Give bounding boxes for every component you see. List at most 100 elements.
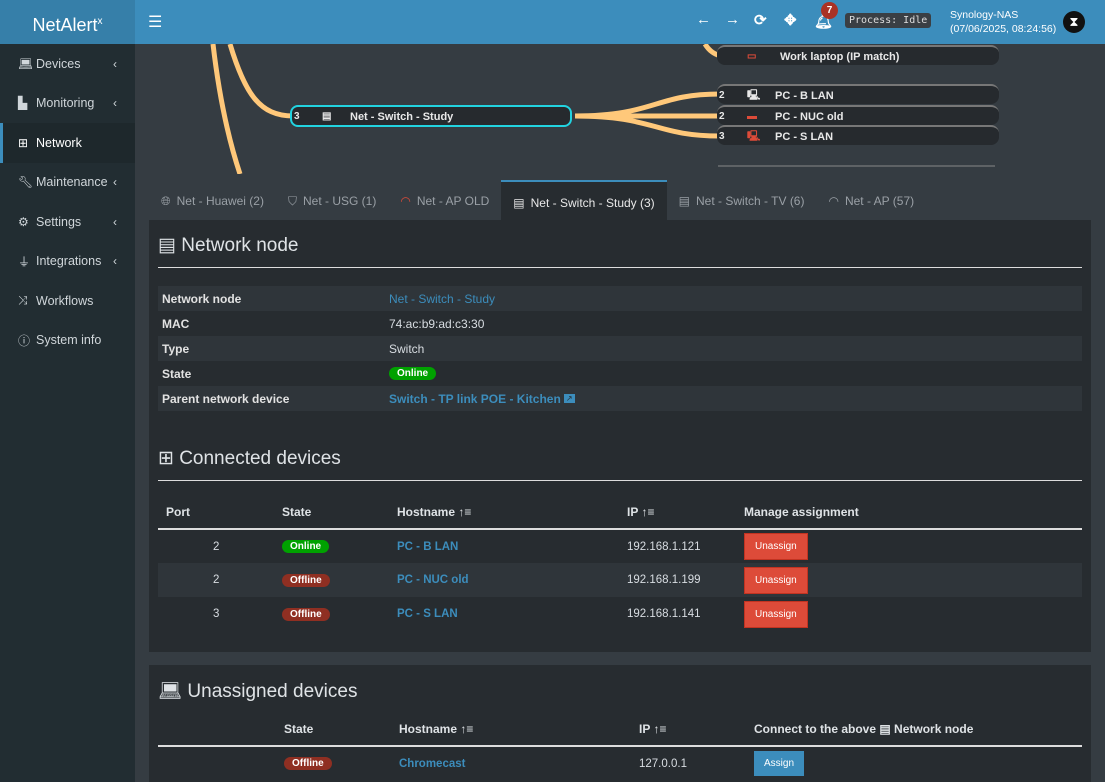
user-avatar[interactable]: ⧗ xyxy=(1063,11,1085,33)
detail-row: Type Switch xyxy=(158,336,1082,361)
col-state[interactable]: State xyxy=(274,495,389,530)
forward-icon[interactable]: → xyxy=(725,11,740,28)
detail-row: Parent network device Switch - TP link PO… xyxy=(158,386,1082,411)
sidebar-item-monitoring[interactable]: ▙ Monitoring ‹ xyxy=(0,84,135,124)
status-badge: Offline xyxy=(282,607,330,621)
shuffle-icon: ⤨ xyxy=(18,293,28,308)
move-icon[interactable]: ✥ xyxy=(784,12,797,29)
notification-badge: 7 xyxy=(821,2,838,19)
sidebar-label: Network xyxy=(36,135,82,150)
logo-sup: x xyxy=(97,16,103,27)
chevron-left-icon: ‹ xyxy=(113,175,117,190)
laptop-icon: 💻︎ xyxy=(158,681,183,702)
switch-icon: ▤ xyxy=(678,194,691,208)
tree-node-label: Net - Switch - Study xyxy=(350,111,454,123)
hostname-link[interactable]: PC - NUC old xyxy=(397,574,469,586)
sort-icon: ↑≡ xyxy=(458,504,472,519)
unassign-button[interactable]: Unassign xyxy=(744,533,808,560)
sidebar-item-settings[interactable]: ⚙ Settings ‹ xyxy=(0,202,135,242)
divider xyxy=(158,267,1082,268)
cell-ip: 127.0.0.1 xyxy=(639,757,687,770)
globe-icon: 🌐︎ xyxy=(161,194,171,208)
tab-label: Net - AP (57) xyxy=(844,194,915,208)
detail-row: Network node Net - Switch - Study xyxy=(158,286,1082,311)
parent-device-link[interactable]: Switch - TP link POE - Kitchen xyxy=(389,391,561,406)
menu-toggle-icon[interactable]: ☰ xyxy=(148,14,163,31)
unassign-button[interactable]: Unassign xyxy=(744,566,808,594)
host-name: Synology-NAS xyxy=(950,9,1019,21)
detail-key: Type xyxy=(162,341,190,356)
tab-net-ap[interactable]: ◠ Net - AP (57) xyxy=(816,180,926,220)
sort-icon: ↑≡ xyxy=(653,721,667,736)
cell-ip: 192.168.1.199 xyxy=(619,563,736,597)
hostname-link[interactable]: PC - B LAN xyxy=(397,540,459,553)
tree-node[interactable]: ▭ Work laptop (IP match) xyxy=(717,45,999,65)
port-number: 3 xyxy=(294,111,300,122)
tab-net-usg[interactable]: ⛉ Net - USG (1) xyxy=(276,180,388,220)
port-number: 2 xyxy=(719,90,725,101)
tab-net-ap-old[interactable]: ◠ Net - AP OLD xyxy=(388,180,501,220)
header-label: Hostname xyxy=(399,721,458,736)
tree-node[interactable]: 2 ▬ PC - NUC old xyxy=(717,105,999,125)
wifi-icon: ◠ xyxy=(400,194,411,208)
col-state[interactable]: State xyxy=(276,712,391,747)
tab-net-switch-tv[interactable]: ▤ Net - Switch - TV (6) xyxy=(667,180,817,220)
sidebar-item-devices[interactable]: 💻︎ Devices ‹ xyxy=(0,44,135,84)
chevron-left-icon: ‹ xyxy=(113,56,117,71)
tab-label: Net - Switch - Study (3) xyxy=(530,196,655,210)
tree-node-label: Work laptop (IP match) xyxy=(780,51,900,63)
tree-node-selected[interactable]: 3 ▤ Net - Switch - Study xyxy=(290,105,572,127)
top-header: NetAlertx ☰ ← → ⟳ ✥ 🔔︎ 7 Process: Idle S… xyxy=(0,0,1105,44)
status-badge: Offline xyxy=(282,573,330,587)
tab-net-huawei[interactable]: 🌐︎ Net - Huawei (2) xyxy=(149,180,276,220)
sidebar-item-maintenance[interactable]: 🔧︎ Maintenance ‹ xyxy=(0,163,135,203)
col-ip[interactable]: IP ↑≡ xyxy=(631,712,746,747)
unassign-button[interactable]: Unassign xyxy=(744,600,808,628)
sidebar-label: System info xyxy=(36,333,102,348)
assign-button[interactable]: Assign xyxy=(754,751,805,776)
section-title: Unassigned devices xyxy=(187,681,358,702)
logo[interactable]: NetAlertx xyxy=(0,0,135,44)
header-label: Hostname xyxy=(397,504,456,519)
refresh-icon[interactable]: ⟳ xyxy=(754,12,767,29)
tree-node[interactable]: 2 🖳︎ PC - B LAN xyxy=(717,84,999,104)
external-link-icon[interactable]: ↗ xyxy=(563,394,575,403)
col-ip[interactable]: IP ↑≡ xyxy=(619,495,736,530)
header-label: Network node xyxy=(894,721,974,736)
col-connect: Connect to the above ▤ Network node xyxy=(746,712,1082,747)
tree-node[interactable]: 3 🖳︎ PC - S LAN xyxy=(717,125,999,145)
detail-row: State Online xyxy=(158,361,1082,386)
back-icon[interactable]: ← xyxy=(696,11,711,28)
detail-value: 74:ac:b9:ad:c3:30 xyxy=(389,316,485,331)
section-title: Network node xyxy=(181,235,299,256)
hostname-link[interactable]: Chromecast xyxy=(399,757,466,770)
detail-key: MAC xyxy=(162,316,190,331)
tree-link xyxy=(227,44,294,119)
tab-label: Net - AP OLD xyxy=(416,194,490,208)
section-connected: ⊞ Connected devices xyxy=(149,433,1091,480)
port-number: 3 xyxy=(719,131,725,142)
col-hostname[interactable]: Hostname ↑≡ xyxy=(389,495,619,530)
col-port[interactable]: Port xyxy=(158,495,274,530)
sidebar-item-network[interactable]: ⊞ Network xyxy=(0,123,135,163)
hostname-link[interactable]: PC - S LAN xyxy=(397,608,458,620)
tab-net-switch-study[interactable]: ▤ Net - Switch - Study (3) xyxy=(501,180,667,220)
tree-node-label: PC - NUC old xyxy=(775,111,844,123)
tree-links xyxy=(210,44,995,174)
col-hostname[interactable]: Hostname ↑≡ xyxy=(391,712,631,747)
header-label: IP xyxy=(627,504,639,519)
table-row: Offline Chromecast 127.0.0.1 Assign xyxy=(158,746,1082,780)
sort-icon: ↑≡ xyxy=(460,721,474,736)
network-tree[interactable]: ▭ Work laptop (IP match) 3 ▤ Net - Switch -… xyxy=(135,44,1105,174)
server-icon: ▤ xyxy=(879,721,891,736)
sitemap-icon: ⊞ xyxy=(158,448,174,469)
process-status: Process: Idle xyxy=(845,13,932,28)
mini-pc-icon: ▬ xyxy=(747,111,757,122)
sidebar-item-workflows[interactable]: ⤨ Workflows xyxy=(0,281,135,321)
sidebar-item-integrations[interactable]: ⏚ Integrations ‹ xyxy=(0,242,135,282)
section-unassigned: 💻︎ Unassigned devices xyxy=(149,665,1091,712)
cell-port: 2 xyxy=(158,563,274,597)
node-details: Network node Net - Switch - Study MAC 74:a… xyxy=(158,286,1082,411)
unassigned-table: State Hostname ↑≡ IP ↑≡ Connect to the abov… xyxy=(158,712,1082,780)
sidebar-item-system-info[interactable]: ⓘ System info xyxy=(0,321,135,361)
